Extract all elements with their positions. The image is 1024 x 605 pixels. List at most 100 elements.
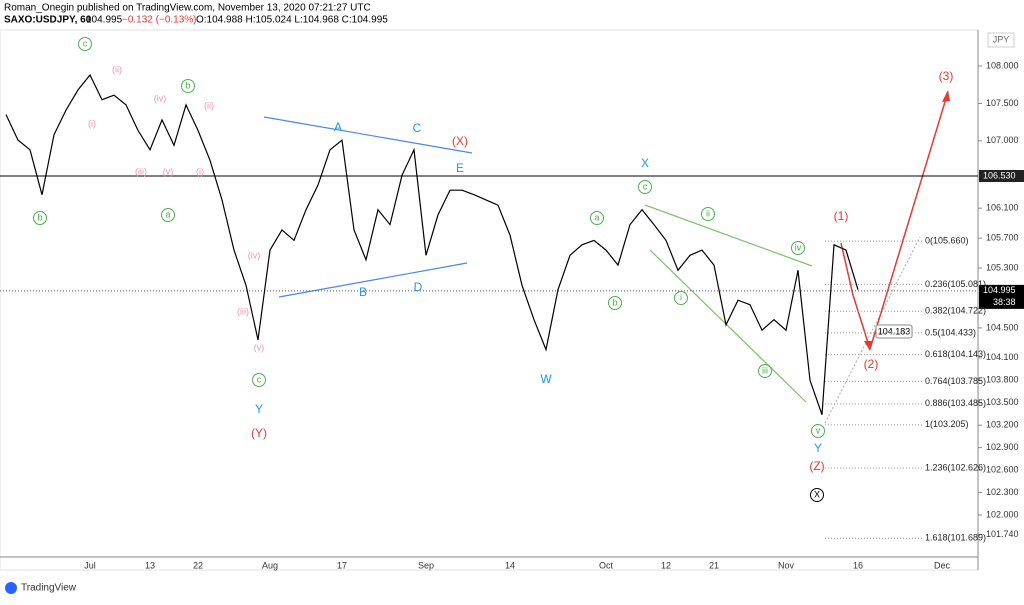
- x-tick-label: 12: [661, 560, 671, 570]
- wave-label: iv: [795, 242, 802, 252]
- x-tick-label: 17: [337, 560, 347, 570]
- publisher: Roman_Onegin published on TradingView.co…: [4, 3, 371, 14]
- price-line-series: [5, 73, 859, 415]
- wave-label: (Y): [251, 426, 267, 440]
- wave-circle: [252, 373, 266, 387]
- wave-label: X: [641, 156, 649, 170]
- y-tick-label: 103.800: [986, 375, 1019, 385]
- fib-label: 0.382(104.722): [925, 306, 986, 316]
- x-tick-label: Aug: [262, 560, 278, 570]
- wave-label: X: [814, 489, 820, 499]
- wave-circle: [791, 241, 805, 255]
- wave-label: (iv): [154, 93, 167, 103]
- wave-label: (iii): [237, 306, 249, 316]
- fib-label: 0.236(105.081): [925, 279, 986, 289]
- fib-label: 0(105.660): [925, 235, 969, 245]
- y-tick-label: 104.100: [986, 352, 1019, 362]
- trendline: [263, 116, 473, 154]
- fib-label: 0.618(104.143): [925, 349, 986, 359]
- wave-label: (ii): [112, 64, 122, 74]
- wave-circle: [181, 79, 195, 93]
- wave-label: c: [83, 38, 88, 48]
- y-tick-label: 102.600: [986, 464, 1019, 474]
- arrow: [869, 91, 949, 350]
- currency: JPY: [993, 34, 1010, 44]
- x-tick-label: Oct: [599, 560, 614, 570]
- x-tick-label: Sep: [418, 560, 434, 570]
- wave-label: (iii): [135, 166, 147, 176]
- y-tick-label: 103.200: [986, 420, 1019, 430]
- callout: 104.183: [878, 326, 911, 336]
- trendline: [644, 204, 813, 267]
- fib-label: 0.764(103.785): [925, 376, 986, 386]
- wave-label: A: [334, 120, 342, 134]
- wave-label: (3): [939, 69, 954, 83]
- wave-label: a: [594, 212, 599, 222]
- y-tick-label: 102.900: [986, 442, 1019, 452]
- resistance-label: 106.530: [983, 170, 1016, 180]
- fib-label: 1.618(101.689): [925, 533, 986, 543]
- currency-box: [987, 32, 1015, 48]
- fib-label: 1.236(102.626): [925, 463, 986, 473]
- wave-label: D: [414, 280, 423, 294]
- fib-label: 0.886(103.485): [925, 398, 986, 408]
- wave-label: (v): [163, 166, 174, 176]
- price-box: [979, 284, 1024, 309]
- wave-label: Y: [255, 402, 263, 416]
- price-box: [979, 170, 1024, 183]
- brand: TradingView: [21, 583, 77, 594]
- wave-circle: [638, 180, 652, 194]
- plot-frame: [0, 29, 979, 571]
- fib-trend: [824, 236, 921, 424]
- wave-label: (iv): [248, 250, 261, 260]
- logo: [5, 582, 17, 594]
- wave-label: (i): [196, 166, 204, 176]
- wave-circle: [811, 424, 825, 438]
- symbol: SAXO:USDJPY, 60: [4, 15, 92, 26]
- wave-circle: [161, 208, 175, 222]
- y-tick-label: 105.300: [986, 262, 1019, 272]
- wave-circle: [674, 291, 688, 305]
- wave-circle: [758, 364, 772, 378]
- x-tick-label: Dec: [934, 560, 951, 570]
- arrow-head: [864, 341, 872, 351]
- arrow-head: [942, 90, 950, 102]
- fib-label: 1(103.205): [925, 419, 969, 429]
- y-tick-label: 107.000: [986, 135, 1019, 145]
- wave-label: (1): [834, 209, 849, 223]
- wave-label: v: [816, 425, 821, 435]
- x-tick-label: 16: [853, 560, 863, 570]
- y-tick-label: 106.100: [986, 203, 1019, 213]
- last-price-label: 104.995: [983, 285, 1016, 295]
- wave-label: (ii): [204, 100, 214, 110]
- wave-label: Y: [814, 441, 822, 455]
- countdown: 38:38: [993, 297, 1016, 307]
- fib-label: 0.5(104.433): [925, 327, 976, 337]
- wave-circle: [590, 211, 604, 225]
- wave-label: b: [37, 212, 42, 222]
- wave-circle: [78, 37, 92, 51]
- x-tick-label: 22: [193, 560, 203, 570]
- wave-label: (X): [452, 134, 468, 148]
- trendline: [649, 249, 807, 403]
- wave-label: (2): [864, 357, 879, 371]
- wave-label: c: [643, 181, 648, 191]
- y-tick-label: 103.500: [986, 397, 1019, 407]
- wave-label: a: [165, 209, 170, 219]
- wave-label: (i): [88, 118, 96, 128]
- y-tick-label: 107.500: [986, 98, 1019, 108]
- wave-label: ii: [706, 208, 710, 218]
- x-tick-label: Jul: [84, 560, 96, 570]
- x-tick-label: 14: [505, 560, 515, 570]
- wave-label: E: [456, 161, 464, 175]
- wave-label: (Z): [809, 459, 824, 473]
- y-tick-label: 108.000: [986, 60, 1019, 70]
- wave-label: b: [612, 297, 617, 307]
- wave-label: (v): [254, 342, 265, 352]
- arrow: [840, 242, 871, 350]
- y-tick-label: 102.300: [986, 487, 1019, 497]
- price: 104.995: [86, 15, 123, 26]
- y-tick-label: 105.700: [986, 232, 1019, 242]
- change: −0.132 (−0.13%): [122, 15, 197, 26]
